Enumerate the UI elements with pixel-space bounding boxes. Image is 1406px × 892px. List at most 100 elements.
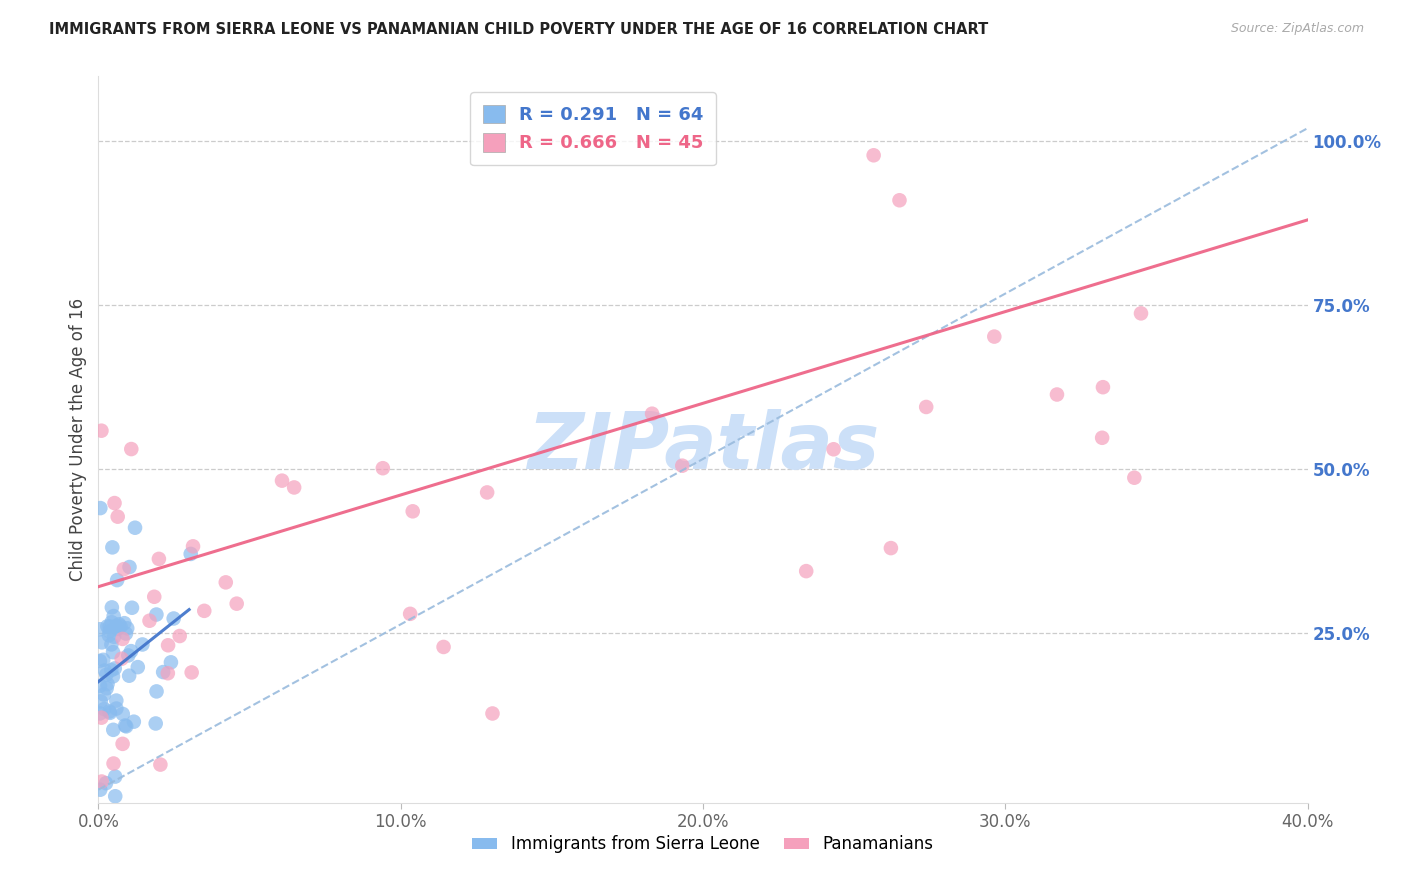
Point — [93, 688, 115, 702]
Point — [371, 461, 394, 475]
Point — [889, 194, 911, 208]
Point — [90, 635, 112, 649]
Text: Source: ZipAtlas.com: Source: ZipAtlas.com — [1230, 22, 1364, 36]
Point — [880, 541, 903, 555]
Point — [115, 626, 138, 640]
Point — [100, 637, 122, 651]
Point — [97, 628, 120, 642]
Point — [100, 663, 122, 677]
Point — [90, 694, 112, 708]
Point — [180, 547, 202, 561]
Point — [90, 774, 112, 789]
Point — [432, 640, 454, 654]
Point — [101, 645, 124, 659]
Point — [103, 723, 125, 737]
Point — [181, 539, 204, 553]
Point — [104, 661, 127, 675]
Point — [475, 485, 498, 500]
Point — [105, 619, 128, 633]
Y-axis label: Child Poverty Under the Age of 16: Child Poverty Under the Age of 16 — [69, 298, 87, 581]
Point — [118, 669, 141, 683]
Point — [112, 562, 135, 576]
Point — [105, 701, 128, 715]
Point — [98, 619, 121, 633]
Point — [145, 716, 167, 731]
Point — [101, 541, 124, 555]
Point — [862, 148, 884, 162]
Point — [399, 607, 422, 621]
Point — [152, 665, 174, 679]
Point — [225, 597, 247, 611]
Point — [98, 706, 121, 720]
Point — [107, 509, 129, 524]
Point — [115, 621, 138, 635]
Point — [120, 442, 142, 456]
Point — [91, 653, 114, 667]
Point — [1130, 306, 1153, 320]
Point — [90, 711, 112, 725]
Point — [89, 782, 111, 797]
Point — [104, 770, 127, 784]
Point — [118, 560, 141, 574]
Point — [671, 458, 693, 473]
Point — [103, 756, 125, 771]
Point — [131, 637, 153, 651]
Point — [96, 667, 118, 681]
Point — [283, 480, 305, 494]
Point — [1123, 471, 1146, 485]
Point — [143, 590, 166, 604]
Point — [96, 619, 118, 633]
Point — [157, 638, 180, 652]
Point — [89, 706, 111, 721]
Point — [93, 702, 115, 716]
Point — [115, 719, 138, 733]
Point — [149, 757, 172, 772]
Point — [163, 611, 186, 625]
Point — [117, 648, 139, 663]
Point — [96, 681, 118, 696]
Point — [89, 654, 111, 668]
Point — [169, 629, 191, 643]
Point — [98, 624, 121, 639]
Point — [120, 644, 142, 658]
Point — [915, 400, 938, 414]
Point — [794, 564, 817, 578]
Point — [148, 552, 170, 566]
Point — [89, 679, 111, 693]
Point — [108, 617, 131, 632]
Point — [105, 693, 128, 707]
Point — [103, 630, 125, 644]
Point — [145, 607, 167, 622]
Point — [127, 660, 149, 674]
Point — [96, 677, 118, 691]
Point — [112, 616, 135, 631]
Point — [180, 665, 202, 680]
Point — [983, 329, 1005, 343]
Point — [481, 706, 503, 721]
Point — [823, 442, 845, 457]
Point — [138, 614, 160, 628]
Point — [1046, 387, 1069, 401]
Point — [98, 705, 121, 719]
Point — [94, 664, 117, 678]
Point — [145, 684, 167, 698]
Point — [111, 706, 134, 721]
Point — [124, 521, 146, 535]
Point — [94, 776, 117, 790]
Point — [114, 718, 136, 732]
Text: ZIPatlas: ZIPatlas — [527, 409, 879, 484]
Point — [111, 652, 134, 666]
Point — [641, 407, 664, 421]
Point — [1091, 431, 1114, 445]
Point — [105, 573, 128, 587]
Point — [156, 666, 179, 681]
Point — [193, 604, 215, 618]
Point — [271, 474, 294, 488]
Point — [111, 737, 134, 751]
Text: IMMIGRANTS FROM SIERRA LEONE VS PANAMANIAN CHILD POVERTY UNDER THE AGE OF 16 COR: IMMIGRANTS FROM SIERRA LEONE VS PANAMANI… — [49, 22, 988, 37]
Point — [100, 615, 122, 630]
Point — [122, 714, 145, 729]
Point — [104, 789, 127, 804]
Point — [110, 619, 132, 633]
Point — [107, 622, 129, 636]
